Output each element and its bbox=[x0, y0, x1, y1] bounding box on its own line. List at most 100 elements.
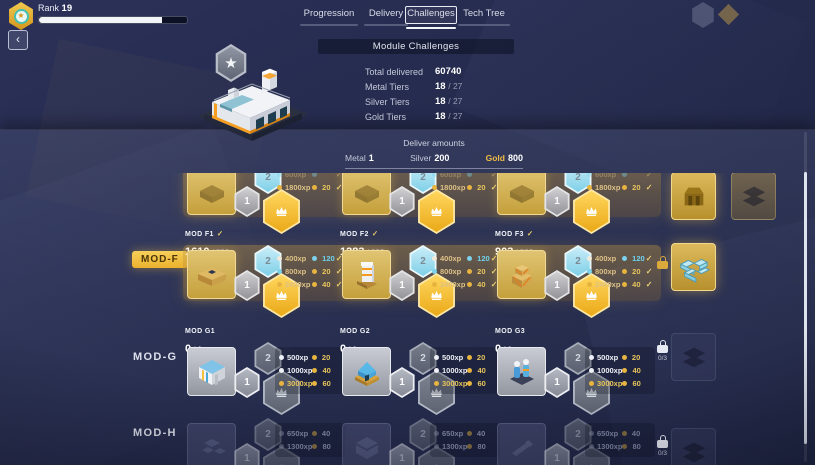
challenge-cell-mod-h-2[interactable]: 2 1 650xp 40 1300xp 80 bbox=[340, 394, 500, 465]
rewards-list: 600xp ✓ 1800xp 20 ✓ bbox=[277, 173, 343, 194]
challenge-cell-mod-f2[interactable]: MOD F2✓1283/ 80021400xp120✓800xp20✓2400x… bbox=[340, 221, 498, 318]
challenge-cell-mod-f1[interactable]: MOD F1✓1610/ 80021400xp120✓800xp20✓2400x… bbox=[185, 221, 343, 318]
gold-reward-dot-icon bbox=[312, 282, 318, 287]
gold-reward-dot-icon bbox=[312, 185, 318, 190]
reward-xp: 500xp bbox=[287, 353, 309, 362]
module-reward-tile[interactable] bbox=[671, 428, 716, 465]
reward-xp: 1000xp bbox=[287, 366, 313, 375]
gold-reward-dot-icon bbox=[622, 282, 628, 287]
metal-tier-hex: 1 bbox=[389, 443, 415, 465]
reward-xp: 2400xp bbox=[440, 280, 466, 289]
metal-tier-hex: 1 bbox=[544, 186, 570, 217]
gold-reward-dot-icon bbox=[311, 431, 317, 436]
check-icon: ✓ bbox=[371, 229, 379, 238]
rewards-list: 650xp 40 1300xp 80 bbox=[275, 423, 345, 457]
lock-progress-label: 0/3 bbox=[657, 450, 668, 457]
metal-tier-hex: 1 bbox=[234, 443, 260, 465]
lock-icon: 0/3 bbox=[656, 435, 669, 457]
reward-line: 400xp 120 ✓ bbox=[432, 252, 498, 265]
crown-icon bbox=[586, 290, 597, 300]
white-tier-dot-icon bbox=[279, 355, 284, 360]
module-reward-tile[interactable] bbox=[671, 333, 716, 381]
metal-tier-hex: 1 bbox=[389, 186, 415, 217]
reward-value: 120 bbox=[322, 254, 335, 263]
background-hex-icon bbox=[692, 2, 714, 28]
reward-line: 650xp 40 bbox=[279, 427, 341, 440]
rewards-list: 500xp 20 1000xp 40 3000xp 60 bbox=[585, 347, 655, 394]
row-label-mod-f[interactable]: MOD-F bbox=[132, 251, 188, 268]
check-icon: ✓ bbox=[645, 280, 653, 289]
rank-badge-icon: ★ bbox=[8, 2, 34, 30]
hex-number: 1 bbox=[554, 196, 560, 207]
metal-tier-hex: 1 bbox=[234, 270, 260, 301]
tab-progression[interactable]: Progression bbox=[300, 6, 358, 26]
reward-line: 1300xp 80 bbox=[279, 440, 341, 453]
cell-body: 2 1 400xp 120 ✓ 800xp 20 ✓ 2400xp 40 ✓ bbox=[185, 245, 343, 318]
metal-tier-hex: 1 bbox=[234, 186, 260, 217]
lock-icon bbox=[656, 256, 669, 269]
reward-line: 1000xp 40 bbox=[279, 364, 341, 377]
reward-value: 20 bbox=[321, 353, 331, 362]
challenge-cell-mod-h-1[interactable]: 2 1 650xp 40 1300xp 80 bbox=[185, 394, 345, 465]
tab-tech-tree[interactable]: Tech Tree bbox=[458, 6, 510, 26]
reward-xp: 1300xp bbox=[287, 442, 313, 451]
gold-tier-dot-icon bbox=[432, 282, 437, 287]
cyan-reward-dot-icon bbox=[622, 173, 628, 177]
reward-line: 1800xp 20 ✓ bbox=[277, 181, 343, 194]
deliver-gold: Gold 800 bbox=[485, 153, 523, 163]
module-reward-tile[interactable] bbox=[671, 173, 716, 220]
crown-icon bbox=[431, 290, 442, 300]
cyan-tier-dot-icon bbox=[277, 269, 282, 274]
reward-xp: 500xp bbox=[597, 353, 619, 362]
gold-reward-dot-icon bbox=[621, 355, 627, 360]
gold-reward-dot-icon bbox=[622, 269, 628, 274]
back-button[interactable]: ‹ bbox=[8, 30, 28, 50]
gray-tier-dot-icon bbox=[434, 431, 439, 436]
deliver-silver: Silver 200 bbox=[410, 153, 450, 163]
check-icon: ✓ bbox=[526, 229, 534, 238]
reward-line: 1000xp 40 bbox=[589, 364, 651, 377]
rank-number: 19 bbox=[61, 3, 73, 14]
hex-number: 2 bbox=[420, 256, 426, 267]
hex-number: 2 bbox=[420, 353, 426, 364]
gold-reward-dot-icon bbox=[622, 444, 628, 449]
reward-line: 2400xp 40 ✓ bbox=[432, 278, 498, 291]
hex-number: 2 bbox=[265, 256, 271, 267]
hex-number: 2 bbox=[575, 256, 581, 267]
cell-body: 2 1 650xp 40 1300xp 80 bbox=[495, 418, 655, 465]
cell-body: 2 1 400xp 120 ✓ 800xp 20 ✓ 2400xp 40 ✓ bbox=[495, 245, 653, 318]
scrollbar[interactable] bbox=[804, 132, 807, 462]
challenge-cell-mod-f3[interactable]: MOD F3✓903/ 80021400xp120✓800xp20✓2400xp… bbox=[495, 221, 653, 318]
gold-tier-dot-icon bbox=[432, 185, 437, 190]
cell-name: MOD F2 bbox=[340, 231, 369, 238]
reward-xp: 650xp bbox=[287, 429, 309, 438]
gold-reward-dot-icon bbox=[312, 368, 318, 373]
gold-reward-dot-icon bbox=[622, 368, 628, 373]
scrollbar-thumb[interactable] bbox=[804, 172, 807, 444]
rank-star-icon: ★ bbox=[13, 8, 29, 24]
gray-tier-dot-icon bbox=[589, 444, 594, 449]
reward-line: 3000xp 60 bbox=[279, 377, 341, 390]
module-reward-tile-next[interactable] bbox=[731, 173, 776, 220]
tab-challenges[interactable]: Challenges bbox=[405, 6, 457, 29]
reward-line: 800xp 20 ✓ bbox=[587, 265, 653, 278]
hex-number: 2 bbox=[575, 429, 581, 440]
stat-value: 18 / 27 bbox=[435, 111, 463, 122]
reward-xp: 1800xp bbox=[595, 183, 621, 192]
cyan-reward-dot-icon bbox=[467, 173, 473, 177]
challenge-cell-mod-h-3[interactable]: 2 1 650xp 40 1300xp 80 bbox=[495, 394, 655, 465]
rewards-list: 600xp ✓ 1800xp 20 ✓ bbox=[432, 173, 498, 194]
hex-number: 1 bbox=[399, 377, 405, 388]
gray-tier-dot-icon bbox=[279, 431, 284, 436]
reward-value: 40 bbox=[321, 429, 331, 438]
star-icon: ★ bbox=[217, 46, 245, 80]
tab-delivery[interactable]: Delivery bbox=[364, 6, 408, 26]
cell-name: MOD G3 bbox=[495, 328, 526, 335]
reward-xp: 600xp bbox=[285, 173, 307, 179]
reward-line: 400xp 120 ✓ bbox=[277, 252, 343, 265]
module-reward-tile[interactable] bbox=[671, 243, 716, 291]
cell-body: 2 1 600xp ✓ 1800xp 20 ✓ bbox=[495, 173, 653, 234]
reward-value: 20 bbox=[632, 183, 641, 192]
